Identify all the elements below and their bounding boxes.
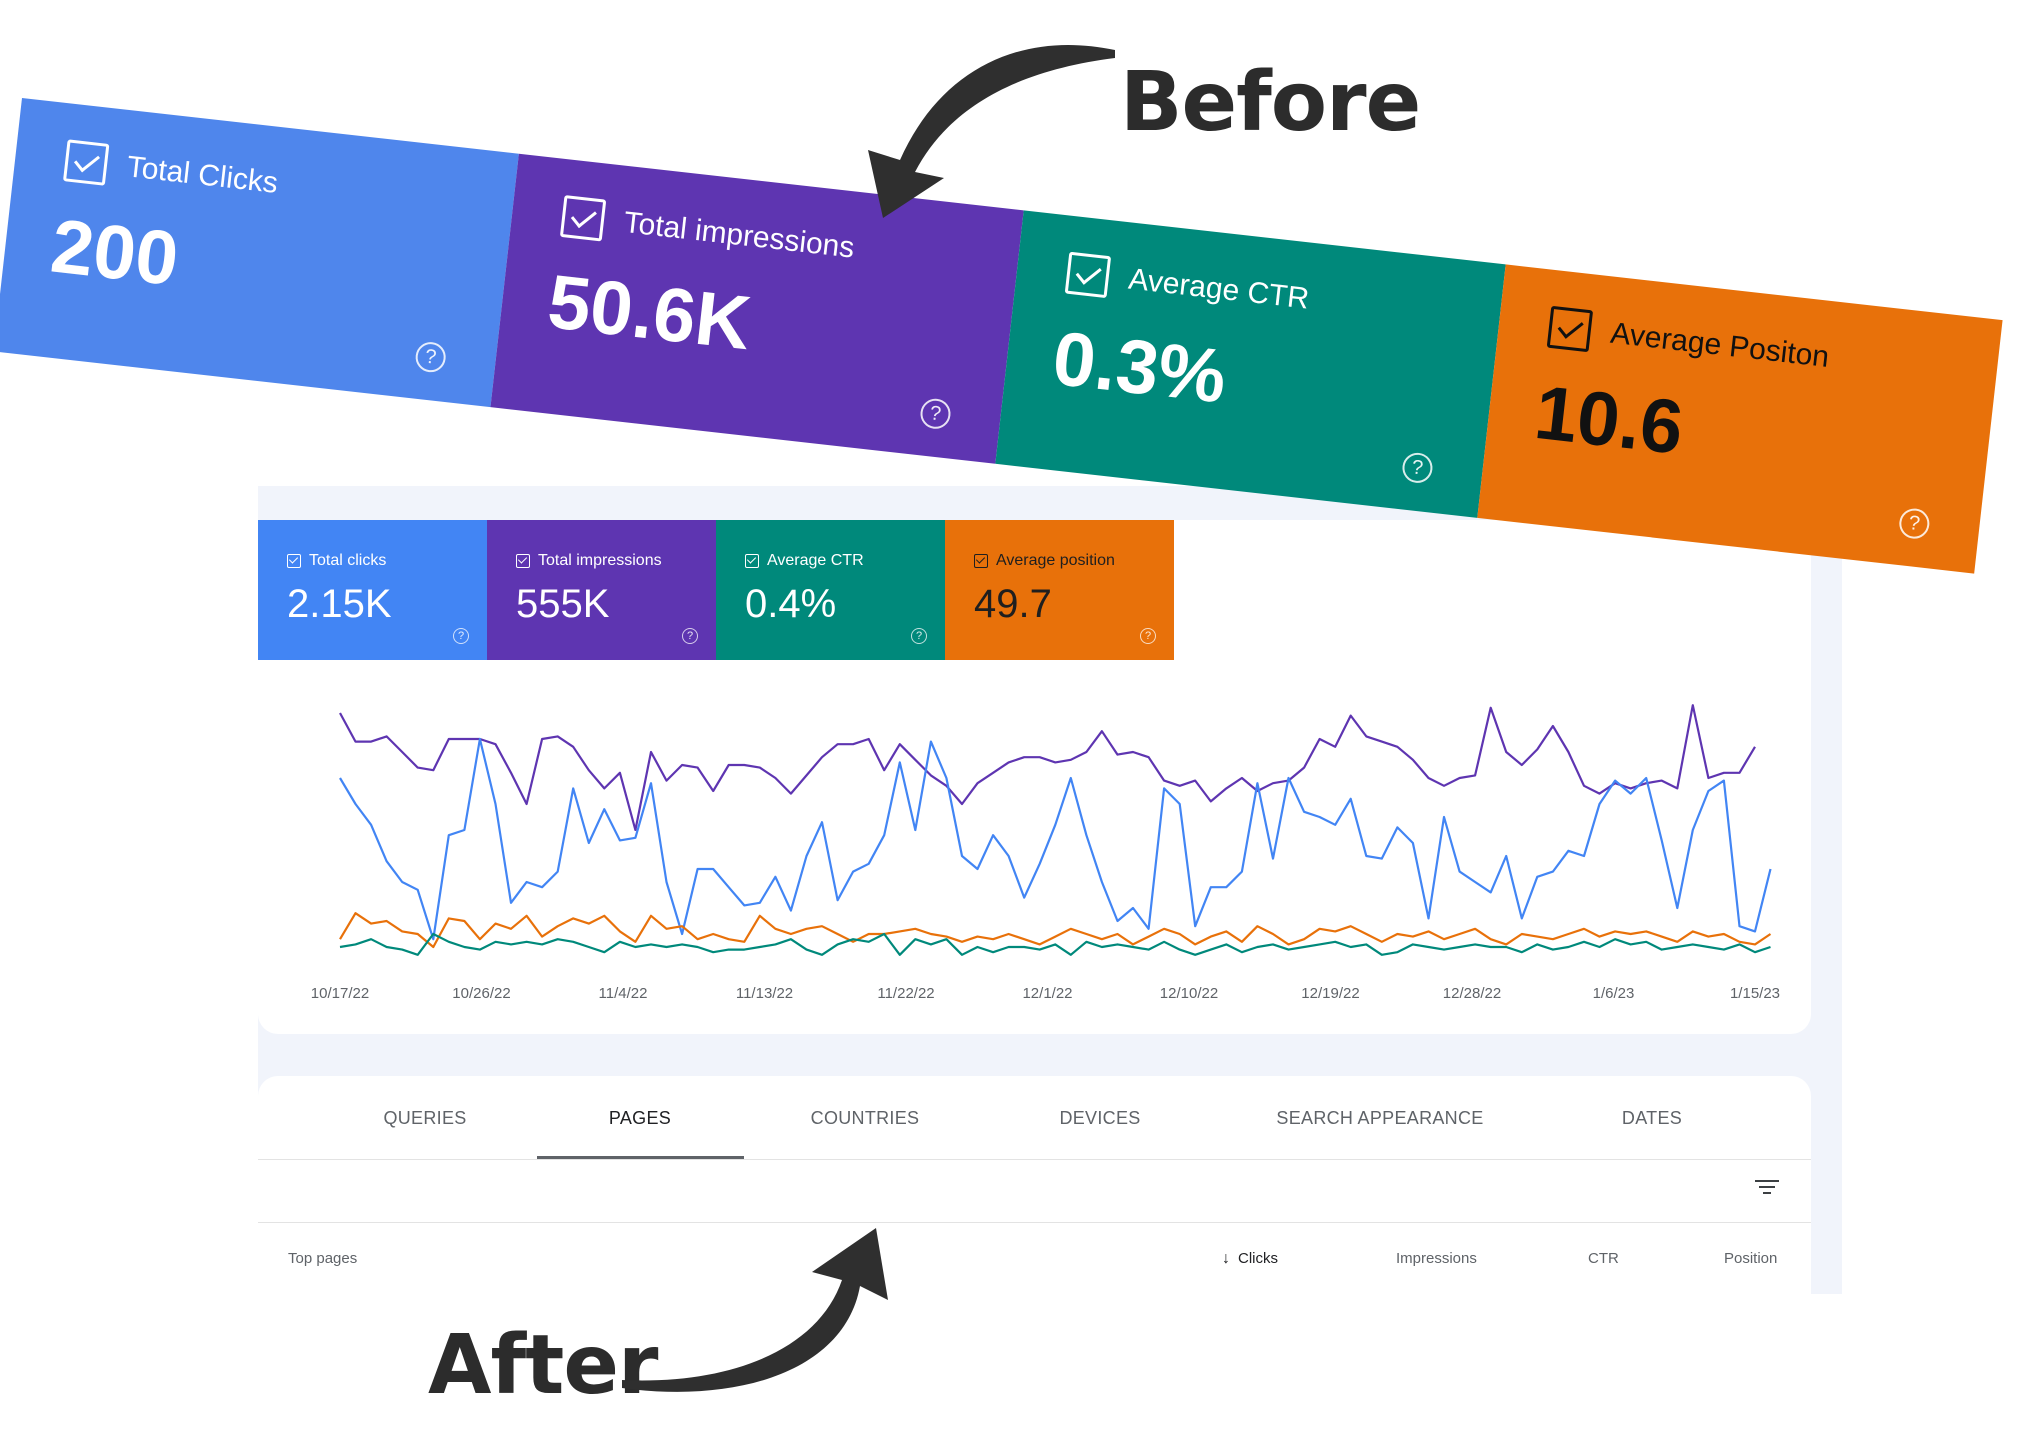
metric-value: 200	[46, 203, 183, 303]
before-card-average-ctr: Average CTR 0.3% ?	[995, 210, 1506, 518]
x-tick-label: 11/13/22	[736, 985, 793, 1002]
metric-value: 0.3%	[1048, 315, 1231, 420]
x-tick-label: 12/1/22	[1022, 985, 1072, 1002]
x-tick-label: 12/10/22	[1160, 985, 1218, 1002]
metric-label: Total impressions	[538, 552, 662, 569]
metric-value: 10.6	[1530, 369, 1688, 471]
metric-card-total-clicks[interactable]: Total clicks 2.15K ?	[258, 520, 487, 660]
tab-countries[interactable]: COUNTRIES	[810, 1108, 920, 1128]
tab-pages[interactable]: PAGES	[608, 1108, 672, 1128]
x-tick-label: 12/19/22	[1301, 985, 1359, 1002]
x-tick-label: 1/15/23	[1730, 985, 1780, 1002]
metric-value: 2.15K	[287, 582, 392, 626]
series-line-total-clicks	[339, 737, 1772, 941]
series-line-total-impressions	[339, 704, 1756, 832]
checkbox-checked-icon	[1546, 305, 1594, 353]
metric-card-average-ctr[interactable]: Average CTR 0.4% ?	[716, 520, 945, 660]
help-icon: ?	[1400, 451, 1435, 485]
metric-label: Average CTR	[767, 552, 864, 569]
checkbox-checked-icon[interactable]	[287, 554, 301, 568]
checkbox-checked-icon[interactable]	[745, 554, 759, 568]
filter-icon[interactable]	[1755, 1180, 1779, 1200]
help-icon: ?	[1897, 507, 1931, 541]
x-tick-label: 10/17/22	[311, 985, 369, 1002]
x-tick-label: 11/4/22	[599, 985, 648, 1002]
series-line-average-position	[339, 912, 1772, 949]
help-icon[interactable]: ?	[1140, 628, 1156, 644]
before-card-total-impressions: Total impressions 50.6K ?	[490, 153, 1024, 464]
metric-card-total-impressions[interactable]: Total impressions 555K ?	[487, 520, 716, 660]
help-icon[interactable]: ?	[911, 628, 927, 644]
x-tick-label: 11/22/22	[877, 985, 934, 1002]
metric-label: Total impressions	[622, 205, 857, 265]
metric-label: Average CTR	[1126, 262, 1311, 316]
divider	[258, 1159, 1811, 1160]
checkbox-checked-icon	[559, 195, 607, 242]
checkbox-checked-icon[interactable]	[516, 554, 530, 568]
checkbox-checked-icon	[62, 139, 110, 186]
table-title: Top pages	[288, 1250, 358, 1267]
column-label: Clicks	[1238, 1250, 1278, 1267]
checkbox-checked-icon[interactable]	[974, 554, 988, 568]
metric-label: Total Clicks	[125, 150, 280, 200]
metric-label: Total clicks	[309, 552, 387, 569]
checkbox-checked-icon	[1064, 251, 1112, 299]
column-header-impressions[interactable]: Impressions	[1396, 1250, 1477, 1267]
metric-label: Average position	[996, 552, 1115, 569]
metric-label: Average Positon	[1608, 316, 1831, 374]
tab-queries[interactable]: QUERIES	[383, 1108, 467, 1128]
divider	[258, 1222, 1811, 1223]
column-header-clicks[interactable]: ↓ Clicks	[1222, 1250, 1278, 1268]
help-icon[interactable]: ?	[682, 628, 698, 644]
arrow-down-icon: ↓	[1222, 1250, 1230, 1267]
help-icon: ?	[414, 340, 448, 374]
series-line-average-ctr	[339, 932, 1771, 956]
before-caption: Before	[1120, 55, 1421, 150]
report-tabs-card: QUERIES PAGES COUNTRIES DEVICES SEARCH A…	[258, 1076, 1811, 1294]
metric-value: 0.4%	[745, 582, 837, 626]
after-caption: After	[428, 1318, 658, 1413]
active-tab-indicator	[537, 1156, 744, 1159]
column-header-ctr[interactable]: CTR	[1588, 1250, 1619, 1267]
metric-value: 50.6K	[543, 259, 755, 367]
help-icon[interactable]: ?	[453, 628, 469, 644]
tab-search-appearance[interactable]: SEARCH APPEARANCE	[1276, 1108, 1484, 1128]
performance-line-chart: 10/17/22 10/26/22 11/4/22 11/13/22 11/22/22 1…	[311, 704, 1780, 1002]
tab-devices[interactable]: DEVICES	[1059, 1108, 1141, 1128]
before-card-total-clicks: Total Clicks 200 ?	[0, 98, 519, 408]
metric-card-average-position[interactable]: Average position 49.7 ?	[945, 520, 1174, 660]
x-tick-label: 10/26/22	[452, 985, 510, 1002]
x-tick-label: 1/6/23	[1593, 985, 1635, 1002]
column-header-position[interactable]: Position	[1724, 1250, 1778, 1267]
x-tick-label: 12/28/22	[1443, 985, 1501, 1002]
metric-value: 555K	[516, 582, 610, 626]
help-icon: ?	[918, 397, 953, 431]
tab-dates[interactable]: DATES	[1621, 1108, 1683, 1128]
metric-value: 49.7	[974, 582, 1052, 626]
